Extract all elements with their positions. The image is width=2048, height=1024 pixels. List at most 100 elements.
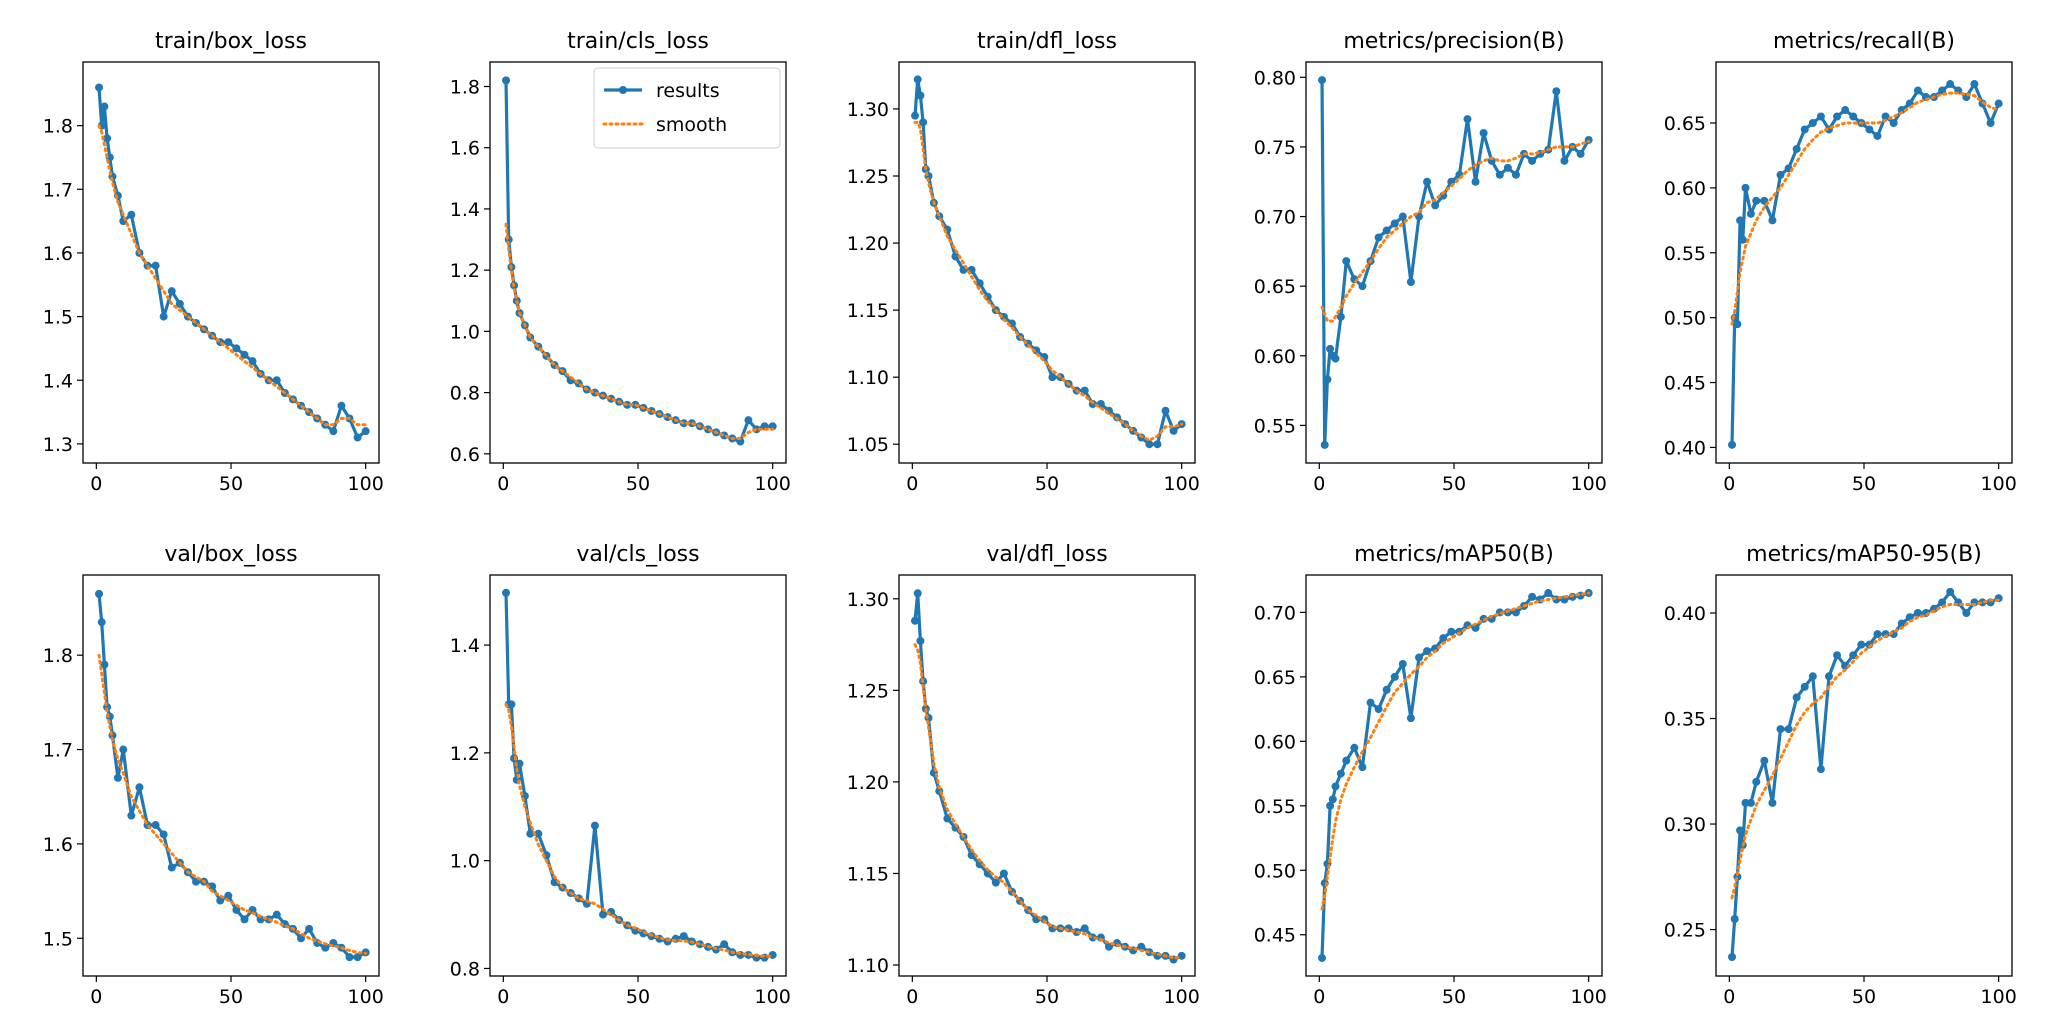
results-point	[1323, 375, 1332, 384]
axes-frame	[489, 61, 787, 464]
results-point	[1738, 235, 1747, 244]
results-point	[1471, 177, 1480, 186]
y-tick-label: 0.60	[1254, 346, 1296, 368]
y-tick-label: 1.30	[847, 99, 889, 121]
y-tick-label: 0.8	[450, 958, 480, 980]
results-point	[1398, 212, 1407, 221]
x-tick-label: 0	[90, 986, 102, 1008]
y-tick-label: 1.4	[450, 199, 480, 221]
results-point	[951, 252, 960, 261]
subplot-title: train/cls_loss	[567, 29, 709, 54]
series-smooth-line	[913, 643, 1184, 960]
results-point	[1080, 386, 1089, 395]
series-results-line	[1730, 82, 2001, 445]
results-point	[272, 910, 281, 919]
results-point	[159, 312, 168, 321]
x-tick-label: 100	[348, 986, 384, 1008]
series-smooth-line	[1730, 91, 2001, 326]
results-point	[744, 416, 753, 425]
series-smooth-line	[1320, 139, 1591, 323]
x-tick-label: 50	[219, 986, 243, 1008]
results-point	[1849, 651, 1858, 660]
results-point	[135, 783, 144, 792]
y-tick-label: 0.80	[1254, 67, 1296, 89]
results-point	[95, 83, 104, 92]
results-point	[1768, 798, 1777, 807]
results-point	[1503, 163, 1512, 172]
results-point	[305, 924, 314, 933]
results-point	[1736, 216, 1745, 225]
results-point	[1800, 125, 1809, 134]
results-point	[1741, 183, 1750, 192]
y-tick-label: 1.0	[450, 851, 480, 873]
results-point	[240, 915, 249, 924]
results-point	[1406, 714, 1415, 723]
results-point	[1946, 587, 1955, 596]
results-point	[1463, 115, 1472, 124]
y-tick-label: 1.6	[43, 834, 73, 856]
results-point	[1576, 149, 1585, 158]
results-point	[1318, 76, 1327, 85]
results-point	[1752, 777, 1761, 786]
x-tick-label: 50	[1852, 473, 1876, 495]
series-smooth-line	[504, 702, 775, 958]
y-tick-label: 1.3	[43, 434, 73, 456]
y-tick-label: 1.2	[450, 743, 480, 765]
axes-frame	[1305, 574, 1603, 977]
series-smooth-line	[1730, 598, 2001, 900]
results-point	[1768, 216, 1777, 225]
results-point	[100, 102, 109, 111]
results-point	[1833, 651, 1842, 660]
subplot-title: val/cls_loss	[576, 542, 699, 567]
results-point	[1808, 672, 1817, 681]
results-point	[345, 953, 354, 962]
x-tick-label: 50	[1442, 986, 1466, 1008]
results-point	[913, 589, 922, 598]
y-tick-label: 0.45	[1254, 925, 1296, 947]
results-point	[1560, 156, 1569, 165]
y-tick-label: 0.70	[1254, 207, 1296, 229]
results-point	[353, 433, 362, 442]
results-point	[1816, 765, 1825, 774]
results-point	[1336, 312, 1345, 321]
subplot-train-cls-loss: train/cls_loss 0 50 100 0.6 0.8 1.0 1.2 1.4 1.6 1.…	[450, 29, 791, 495]
results-point	[240, 350, 249, 359]
results-point	[1390, 672, 1399, 681]
x-tick-label: 0	[1313, 473, 1325, 495]
results-point	[1889, 118, 1898, 127]
subplot-train-box-loss: train/box_loss 0 50 100 1.3 1.4 1.5 1.6 1.7 1.8	[43, 29, 384, 495]
results-point	[1528, 156, 1537, 165]
x-tick-label: 100	[1164, 986, 1200, 1008]
y-tick-label: 1.8	[43, 116, 73, 138]
results-point	[361, 427, 370, 436]
results-point	[1728, 953, 1737, 962]
y-tick-label: 1.20	[847, 772, 889, 794]
results-point	[534, 829, 543, 838]
results-point	[1784, 725, 1793, 734]
y-tick-label: 1.0	[450, 321, 480, 343]
results-point	[502, 588, 511, 597]
results-point	[1746, 209, 1755, 218]
results-point	[1350, 743, 1359, 752]
subplot-title: metrics/precision(B)	[1343, 29, 1564, 54]
y-tick-label: 1.15	[847, 300, 889, 322]
y-tick-label: 1.2	[450, 260, 480, 282]
subplot-metrics-recall-b-: metrics/recall(B) 0 50 100 0.40 0.45 0.50 0.55 0…	[1664, 29, 2017, 495]
results-point	[1431, 201, 1440, 210]
results-point	[991, 878, 1000, 887]
results-point	[1366, 698, 1375, 707]
axes-frame	[898, 61, 1196, 464]
results-point	[151, 261, 160, 270]
subplot-title: val/box_loss	[164, 542, 297, 567]
results-point	[720, 940, 729, 949]
x-tick-label: 100	[755, 986, 791, 1008]
results-point	[1153, 440, 1162, 449]
y-tick-label: 0.50	[1664, 308, 1706, 330]
results-point	[1326, 801, 1335, 810]
series-smooth-line	[504, 222, 775, 440]
results-point	[1358, 282, 1367, 291]
results-point	[1439, 634, 1448, 643]
results-point	[916, 91, 925, 100]
results-point	[1511, 170, 1520, 179]
results-point	[1776, 170, 1785, 179]
